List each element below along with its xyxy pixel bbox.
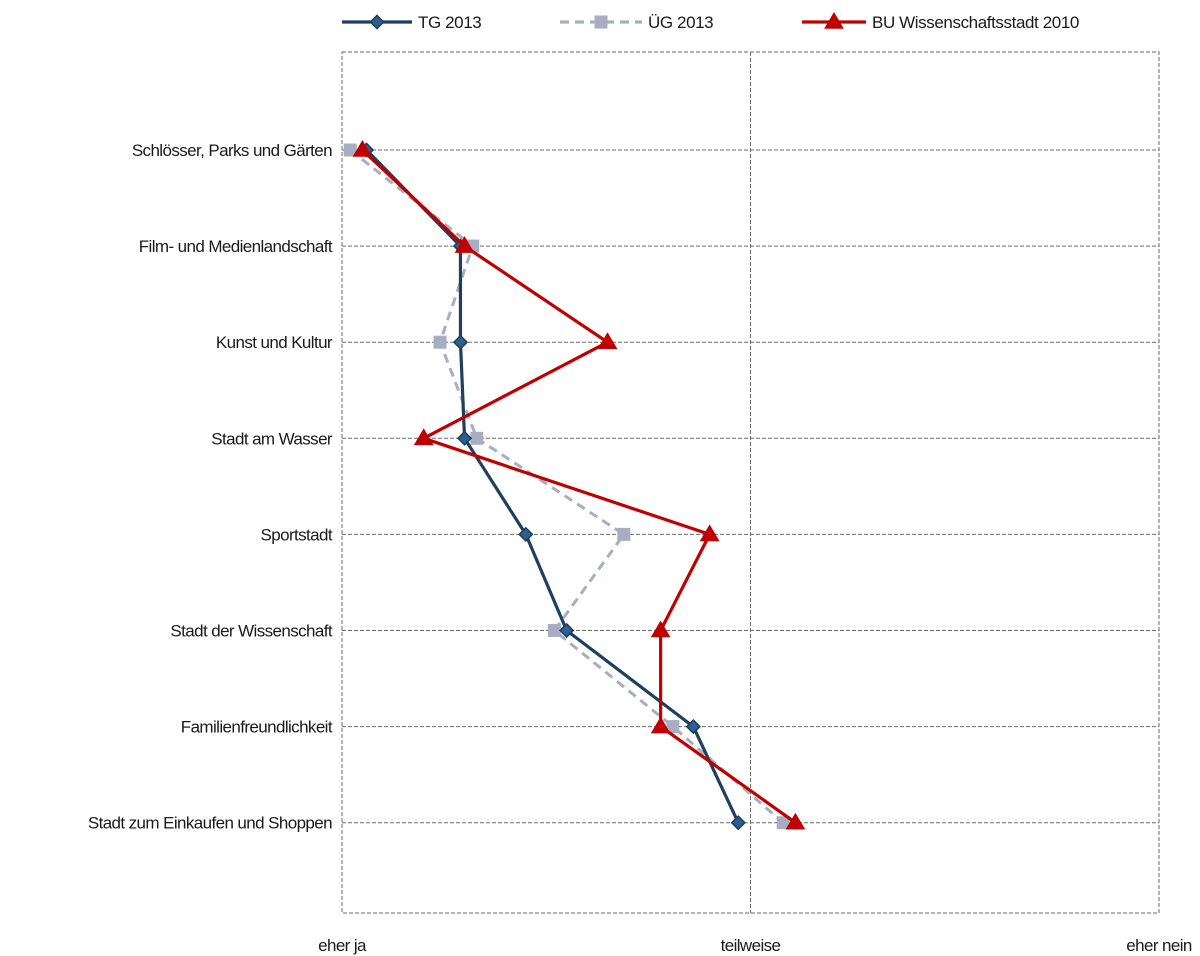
- legend-label: TG 2013: [418, 13, 481, 32]
- series-group: [343, 140, 806, 831]
- data-point: [597, 332, 618, 349]
- x-tick-label: eher ja: [318, 936, 367, 955]
- legend-item: BU Wissenschaftsstadt 2010: [802, 12, 1079, 32]
- data-point: [730, 815, 746, 831]
- data-point: [699, 524, 720, 542]
- legend-marker: [369, 14, 385, 30]
- data-point: [352, 140, 373, 157]
- legend-label: ÜG 2013: [648, 13, 713, 32]
- data-point: [547, 624, 561, 637]
- data-point: [470, 431, 484, 445]
- series-2: [352, 140, 806, 830]
- legend-marker: [594, 15, 608, 29]
- category-axis: Schlösser, Parks und Gärten Film- und Med…: [88, 141, 334, 833]
- data-point: [343, 143, 357, 157]
- series-1: [343, 143, 790, 830]
- category-label: Film- und Medienlandschaft: [139, 237, 333, 256]
- x-tick-label: eher nein: [1126, 936, 1192, 955]
- category-label: Kunst und Kultur: [216, 333, 333, 352]
- category-label: Stadt der Wissenschaft: [170, 622, 332, 641]
- legend: TG 2013 ÜG 2013 BU Wissenschaftsstadt 2010: [342, 12, 1079, 32]
- series-line: [361, 148, 797, 825]
- series-line: [365, 148, 740, 824]
- data-point: [518, 526, 534, 543]
- value-axis: eher ja teilweise eher nein: [318, 936, 1192, 955]
- data-point: [685, 718, 701, 735]
- grid: [341, 51, 1160, 914]
- data-point: [666, 720, 680, 734]
- data-point: [776, 816, 790, 830]
- data-point: [433, 335, 447, 349]
- category-label: Stadt zum Einkaufen und Shoppen: [88, 814, 332, 833]
- legend-label: BU Wissenschaftsstadt 2010: [872, 13, 1079, 32]
- data-point: [617, 527, 631, 541]
- category-label: Stadt am Wasser: [211, 429, 333, 448]
- category-label: Schlösser, Parks und Gärten: [132, 141, 332, 160]
- legend-item: ÜG 2013: [560, 13, 714, 32]
- x-tick-label: teilweise: [721, 936, 781, 955]
- legend-item: TG 2013: [342, 13, 482, 32]
- data-point: [559, 622, 575, 639]
- data-point: [650, 620, 671, 638]
- series-line: [349, 148, 785, 824]
- data-point: [454, 236, 475, 253]
- legend-marker: [824, 12, 844, 29]
- data-point: [413, 428, 434, 446]
- data-point: [785, 812, 806, 830]
- data-point: [452, 334, 469, 350]
- category-label: Sportstadt: [261, 525, 333, 544]
- category-label: Familienfreundlichkeit: [181, 718, 333, 737]
- data-point: [456, 430, 473, 446]
- data-point: [650, 716, 671, 734]
